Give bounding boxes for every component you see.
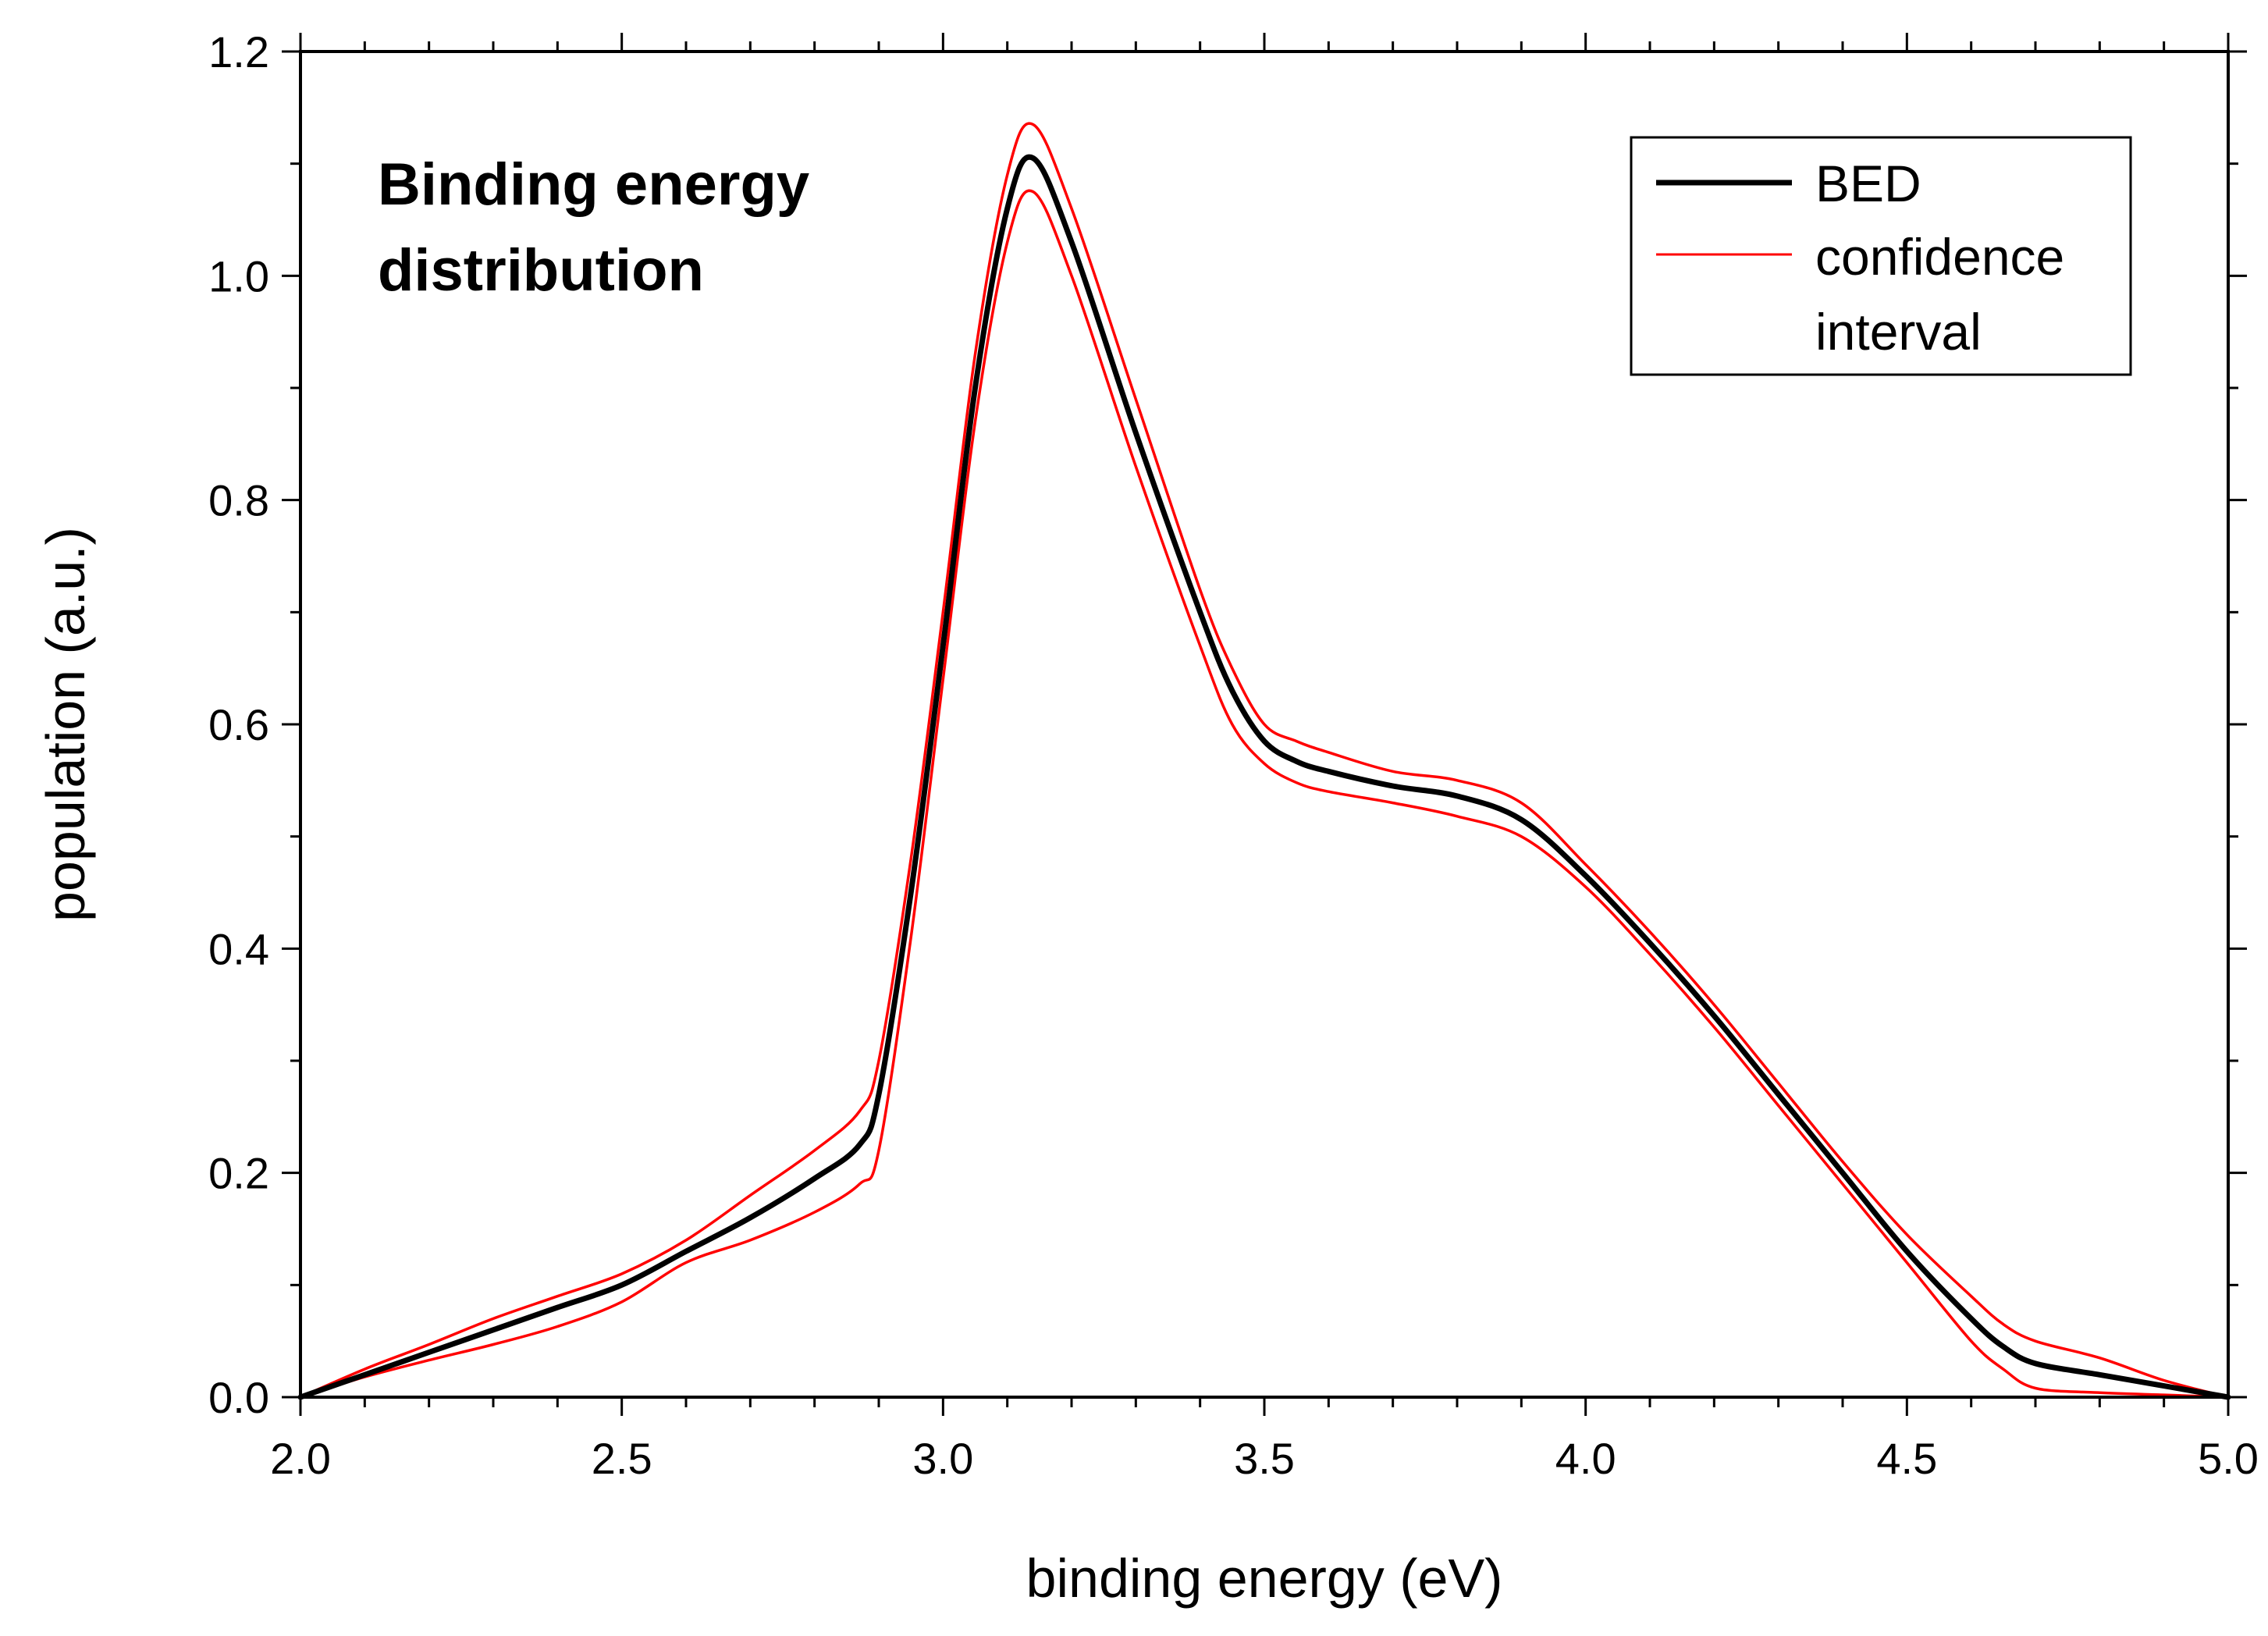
legend-label-confidence: confidence	[1815, 228, 2064, 286]
label-layer: 2.0 2.5 3.0 3.5 4.0 4.5 5.0 0.0 0.2 0.4 0.6 0.8 1.0 1…	[208, 27, 2259, 1483]
annotation-line-2: distribution	[378, 237, 704, 304]
series-confidence-upper-line	[299, 122, 2230, 1399]
x-tick-label: 3.5	[1234, 1434, 1295, 1483]
x-tick-label: 4.0	[1555, 1434, 1616, 1483]
y-tick-label: 0.4	[208, 924, 269, 973]
y-tick-label: 0.6	[208, 700, 269, 749]
legend-label-interval: interval	[1815, 303, 1982, 361]
y-tick-label: 0.8	[208, 476, 269, 525]
x-tick-label: 2.5	[592, 1434, 652, 1483]
y-tick-label: 1.0	[208, 251, 269, 301]
tick-layer	[282, 33, 2247, 1416]
x-tick-label: 3.0	[912, 1434, 973, 1483]
plot-frame	[299, 50, 2230, 1399]
series-bed-line	[297, 154, 2231, 1400]
series-layer	[297, 122, 2231, 1400]
x-tick-label: 5.0	[2198, 1434, 2259, 1483]
x-tick-label: 4.5	[1876, 1434, 1937, 1483]
legend: BED confidence interval	[1630, 136, 2132, 376]
y-tick-label: 0.2	[208, 1149, 269, 1198]
x-axis-title: binding energy (eV)	[1026, 1548, 1503, 1609]
legend-box	[1630, 136, 2132, 376]
y-tick-label: 1.2	[208, 27, 269, 76]
annotation-line-1: Binding energy	[378, 151, 809, 218]
x-tick-label: 2.0	[270, 1434, 331, 1483]
y-axis-title: population (a.u.)	[35, 527, 96, 922]
y-tick-label: 0.0	[208, 1373, 269, 1422]
series-confidence-lower-line	[299, 189, 2230, 1399]
legend-label-bed: BED	[1815, 155, 1921, 212]
